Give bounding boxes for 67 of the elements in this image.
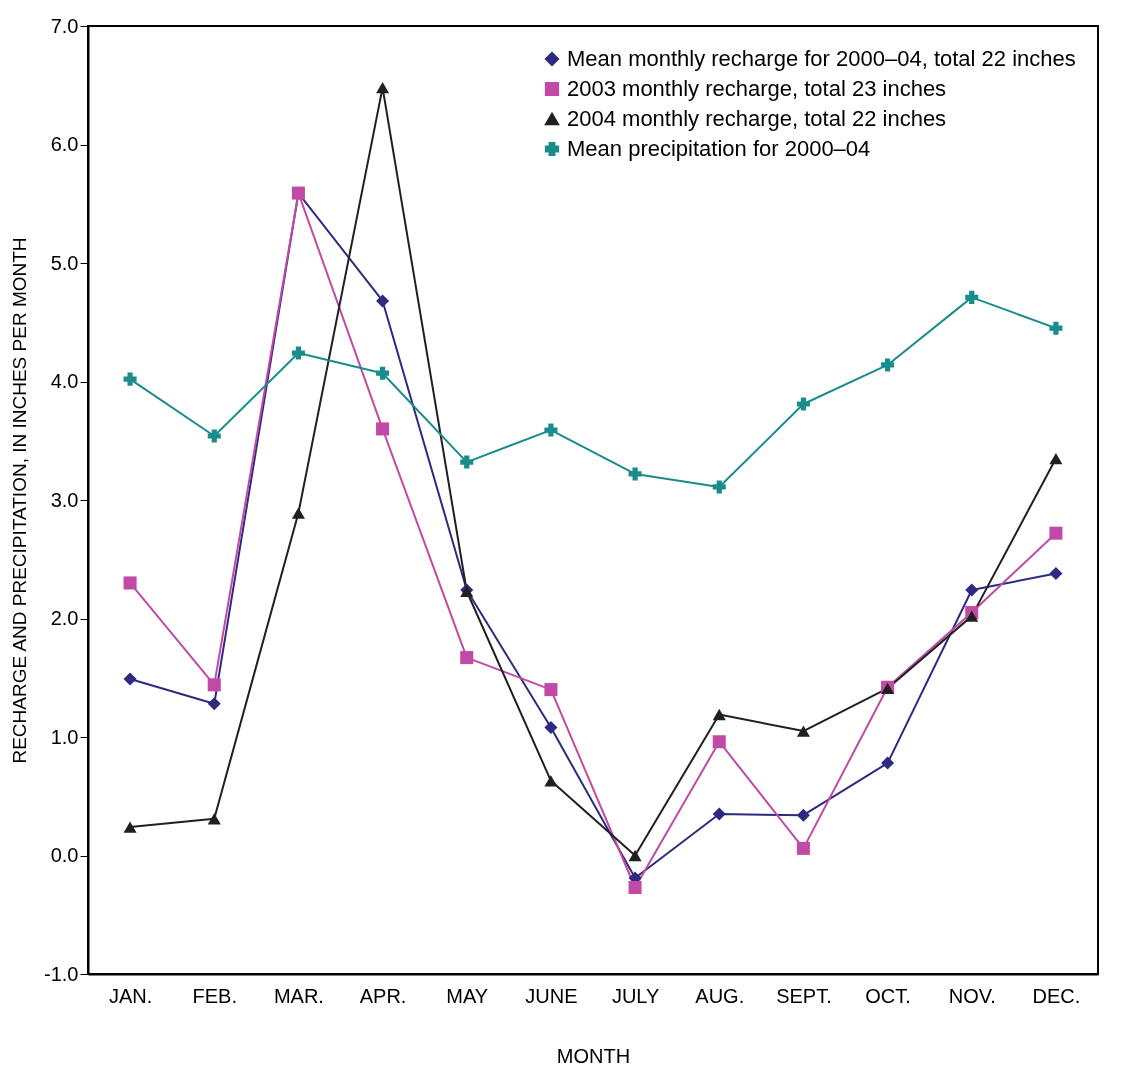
point <box>628 880 642 895</box>
x-tick-label: JUNE <box>525 984 578 1007</box>
point <box>628 849 642 862</box>
point <box>796 397 810 411</box>
point <box>544 721 558 735</box>
point <box>207 429 221 443</box>
point <box>123 576 137 590</box>
x-tick-label: MAR. <box>273 984 324 1007</box>
point <box>123 672 137 686</box>
y-axis-title: RECHARGE AND PRECIPITATION, IN INCHES PER MONTH <box>9 237 31 764</box>
point <box>291 507 305 519</box>
x-tick-label: JAN. <box>108 984 153 1007</box>
y-tick-label: -1.0 <box>44 962 79 985</box>
point <box>881 756 895 770</box>
point <box>796 841 810 855</box>
point <box>460 455 474 469</box>
x-axis-title: MONTH <box>556 1044 631 1067</box>
legend-label: Mean precipitation for 2000–04 <box>567 136 871 161</box>
point <box>1049 321 1063 335</box>
y-tick-label: 7.0 <box>50 14 79 37</box>
point <box>460 651 474 665</box>
point <box>544 423 558 437</box>
y-tick-label: 1.0 <box>50 725 79 748</box>
legend-label: 2004 monthly recharge, total 22 inches <box>567 106 947 131</box>
point <box>712 480 726 494</box>
point <box>207 813 221 825</box>
x-tick-label: FEB. <box>192 984 237 1007</box>
x-tick-label: MAY <box>446 984 489 1007</box>
point <box>544 775 558 787</box>
y-tick-label: 6.0 <box>50 133 79 155</box>
point <box>796 808 810 822</box>
point <box>712 735 726 749</box>
x-tick-label: DEC. <box>1032 984 1081 1007</box>
x-tick-label: OCT. <box>865 984 911 1007</box>
point <box>796 725 810 737</box>
point <box>712 708 726 721</box>
point <box>376 294 390 308</box>
y-tick-label: 0.0 <box>50 844 79 866</box>
point <box>207 697 221 711</box>
point <box>628 467 642 481</box>
point <box>207 678 221 692</box>
point <box>123 821 137 833</box>
point <box>544 683 558 697</box>
point <box>123 372 137 386</box>
point <box>965 290 979 304</box>
point <box>376 81 390 94</box>
point <box>376 422 390 436</box>
point <box>1049 566 1063 580</box>
point <box>1049 452 1063 465</box>
point <box>712 807 726 821</box>
x-tick-label: SEPT. <box>776 984 832 1007</box>
y-tick-label: 5.0 <box>50 251 79 274</box>
x-tick-label: NOV. <box>948 984 996 1007</box>
point <box>881 358 895 372</box>
legend-label: 2003 monthly recharge, total 23 inches <box>567 76 947 101</box>
point <box>1049 526 1063 540</box>
point <box>965 610 979 622</box>
x-tick-label: AUG. <box>695 984 745 1007</box>
x-tick-label: APR. <box>359 984 407 1007</box>
y-tick-label: 4.0 <box>50 370 79 392</box>
y-tick-label: 2.0 <box>50 607 79 629</box>
x-tick-label: JULY <box>611 984 660 1007</box>
legend-label: Mean monthly recharge for 2000–04, total 22 inches <box>567 46 1076 71</box>
y-tick-label: 3.0 <box>50 488 79 511</box>
point <box>291 346 305 360</box>
point <box>965 583 979 597</box>
point <box>376 366 390 380</box>
